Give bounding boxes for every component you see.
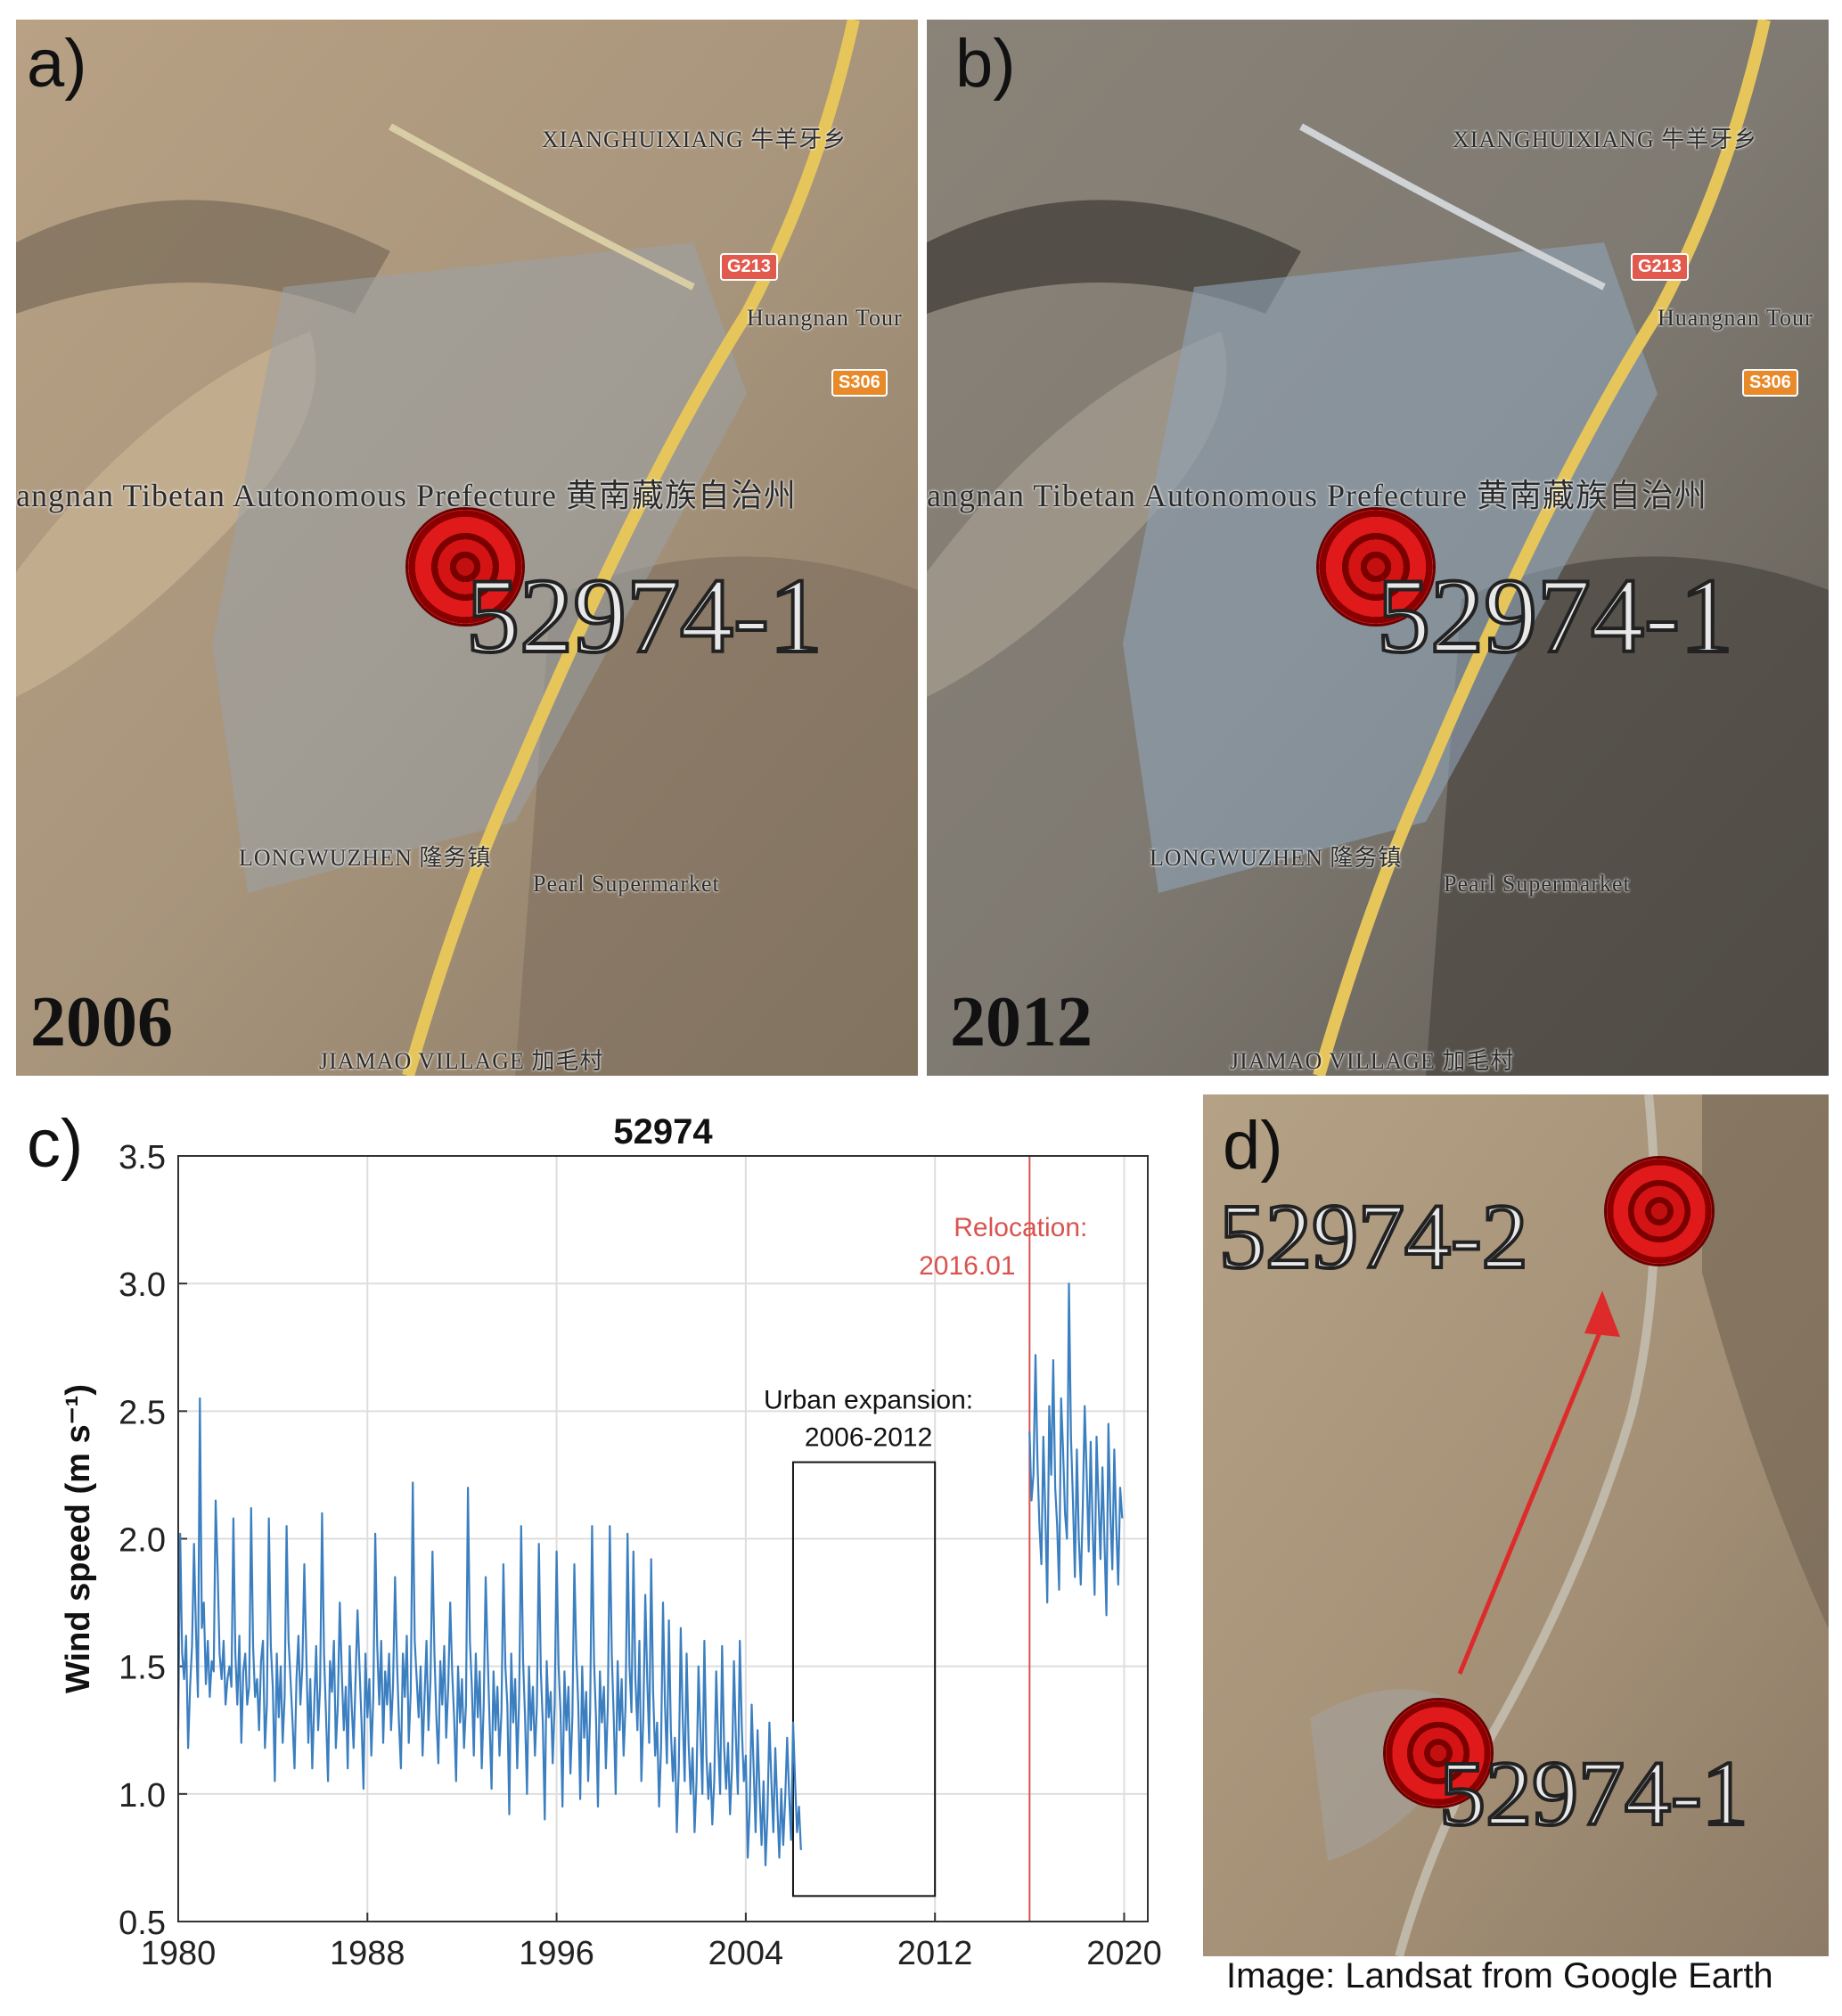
- map-label-town-south: LONGWUZHEN 隆务镇: [1150, 845, 1403, 871]
- urban-expansion-box: [791, 1461, 937, 1897]
- panel-d-letter: d): [1223, 1108, 1283, 1184]
- y-tick-label: 2.0: [119, 1522, 166, 1560]
- y-axis-label: Wind speed (m s⁻¹): [60, 1384, 97, 1693]
- year-label: 2006: [30, 983, 173, 1061]
- wind-speed-chart: 0.5 1.0 1.5 2.0 2.5 3.0 3.5 1980 1988 1996 2004 201…: [0, 1083, 1185, 2016]
- station-label-new: 52974-2: [1217, 1184, 1530, 1290]
- panel-b-letter: b): [955, 26, 1016, 102]
- map-label-village: JIAMAO VILLAGE 加毛村: [1230, 1048, 1515, 1074]
- road-sign-s306: S306: [831, 369, 888, 397]
- map-label-supermarket: Pearl Supermarket: [533, 871, 720, 897]
- year-label: 2012: [950, 983, 1093, 1061]
- wind-speed-series-line: [1028, 1283, 1124, 1617]
- station-label: 52974-1: [1375, 554, 1735, 676]
- satellite-panel-2012: b) XIANGHUIXIANG 牛羊牙乡 G213 Huangnan Tour…: [927, 20, 1829, 1076]
- panel-c-letter: c): [27, 1106, 84, 1182]
- relocation-label: Relocation:: [954, 1213, 1087, 1242]
- map-label-town-south: LONGWUZHEN 隆务镇: [239, 845, 492, 871]
- map-label-poi-north: Huangnan Tour: [1658, 305, 1813, 331]
- urban-expansion-label: Urban expansion:: [764, 1386, 973, 1415]
- road-sign-s306: S306: [1742, 369, 1798, 397]
- relocation-date: 2016.01: [919, 1251, 1015, 1281]
- map-label-prefecture: angnan Tibetan Autonomous Prefecture 黄南藏…: [927, 478, 1707, 513]
- plot-frame: [177, 1155, 1149, 1922]
- road-sign-g213: G213: [1631, 253, 1689, 281]
- map-label-village: JIAMAO VILLAGE 加毛村: [319, 1048, 604, 1074]
- map-label-north-town: XIANGHUIXIANG 牛羊牙乡: [542, 127, 847, 152]
- station-target-icon: [1319, 510, 1433, 624]
- satellite-panel-relocation: d) 52974-2 52974-1: [1203, 1094, 1829, 1956]
- x-tick-label: 2020: [1086, 1935, 1162, 1972]
- station-target-icon: [1386, 1700, 1491, 1806]
- relocation-arrowhead: [1584, 1291, 1620, 1337]
- x-tick-label: 2012: [897, 1935, 973, 1972]
- x-tick-label: 2004: [708, 1935, 784, 1972]
- y-tick-label: 3.5: [119, 1139, 166, 1176]
- chart-svg: 0.5 1.0 1.5 2.0 2.5 3.0 3.5 1980 1988 1996 2004 201…: [60, 1112, 1162, 1972]
- y-tick-label: 1.0: [119, 1777, 166, 1815]
- map-label-poi-north: Huangnan Tour: [747, 305, 903, 331]
- x-tick-label: 1988: [330, 1935, 405, 1972]
- station-target-icon: [1607, 1159, 1712, 1264]
- satellite-image-2006: [16, 20, 918, 1076]
- station-label-old: 52974-1: [1437, 1741, 1750, 1847]
- relocation-arrow: [1457, 1325, 1605, 1675]
- satellite-panel-2006: a) XIANGHUIXIANG 牛羊牙乡 G213 Huangnan Tour…: [16, 20, 918, 1076]
- map-label-north-town: XIANGHUIXIANG 牛羊牙乡: [1453, 127, 1758, 152]
- image-credit: Image: Landsat from Google Earth: [1226, 1956, 1773, 1996]
- y-tick-label: 3.0: [119, 1266, 166, 1304]
- satellite-image-2012: [927, 20, 1829, 1076]
- satellite-image-relocation: [1203, 1094, 1829, 1956]
- x-tick-label: 1996: [519, 1935, 594, 1972]
- station-label: 52974-1: [464, 554, 824, 676]
- y-tick-label: 1.5: [119, 1650, 166, 1687]
- wind-speed-series-line: [176, 1397, 802, 1867]
- y-tick-label: 0.5: [119, 1905, 166, 1942]
- map-label-supermarket: Pearl Supermarket: [1444, 871, 1631, 897]
- x-tick-label: 1980: [141, 1935, 217, 1972]
- urban-expansion-range: 2006-2012: [805, 1423, 932, 1453]
- station-target-icon: [408, 510, 522, 624]
- chart-title: 52974: [613, 1112, 713, 1151]
- panel-a-letter: a): [27, 26, 87, 102]
- map-label-prefecture: angnan Tibetan Autonomous Prefecture 黄南藏…: [16, 478, 797, 513]
- y-tick-label: 2.5: [119, 1394, 166, 1431]
- road-sign-g213: G213: [720, 253, 778, 281]
